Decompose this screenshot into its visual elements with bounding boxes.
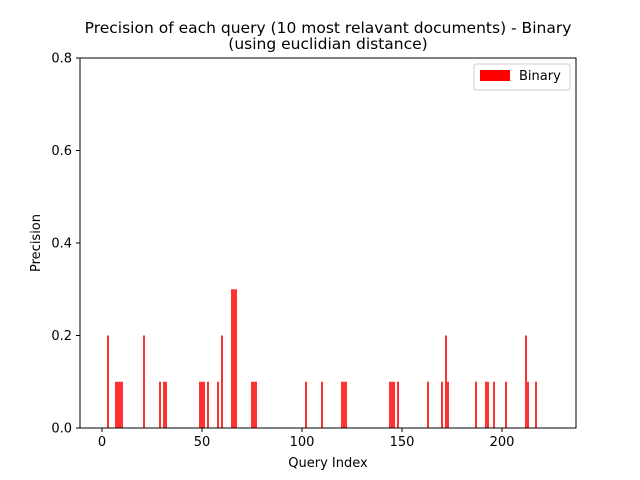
bar bbox=[427, 381, 429, 428]
bar bbox=[117, 381, 119, 428]
chart-title-line2: (using euclidian distance) bbox=[228, 35, 427, 53]
y-tick-label: 0.8 bbox=[51, 52, 72, 67]
bar bbox=[343, 381, 345, 428]
bar bbox=[341, 381, 343, 428]
bar bbox=[255, 381, 257, 428]
y-tick-label: 0.0 bbox=[51, 422, 72, 437]
bar bbox=[475, 381, 477, 428]
bar bbox=[493, 381, 495, 428]
bar bbox=[201, 381, 203, 428]
x-tick-label: 200 bbox=[490, 435, 515, 450]
bar bbox=[221, 335, 223, 428]
y-tick-label: 0.6 bbox=[51, 144, 72, 159]
bar bbox=[159, 381, 161, 428]
legend-label: Binary bbox=[519, 69, 561, 84]
bar bbox=[485, 381, 487, 428]
legend: Binary bbox=[473, 63, 571, 91]
x-tick-label: 0 bbox=[98, 435, 106, 450]
bar bbox=[441, 381, 443, 428]
chart-title-line1: Precision of each query (10 most relavan… bbox=[85, 19, 572, 37]
bar bbox=[397, 381, 399, 428]
bar bbox=[119, 381, 121, 428]
bar bbox=[525, 335, 527, 428]
bar bbox=[487, 381, 489, 428]
legend-swatch bbox=[480, 70, 510, 81]
bar bbox=[203, 381, 205, 428]
bar bbox=[121, 381, 123, 428]
bar bbox=[231, 289, 233, 428]
bar bbox=[305, 381, 307, 428]
x-tick-label: 150 bbox=[390, 435, 415, 450]
bar bbox=[163, 381, 165, 428]
bar bbox=[345, 381, 347, 428]
bar bbox=[321, 381, 323, 428]
bar bbox=[445, 335, 447, 428]
bar bbox=[115, 381, 117, 428]
x-tick-label: 100 bbox=[290, 435, 315, 450]
bar bbox=[107, 335, 109, 428]
bar bbox=[165, 381, 167, 428]
bar bbox=[527, 381, 529, 428]
bars-group bbox=[107, 289, 537, 428]
y-axis-ticks: 0.0 0.2 0.4 0.6 0.8 bbox=[51, 52, 80, 437]
x-tick-label: 50 bbox=[194, 435, 211, 450]
bar bbox=[253, 381, 255, 428]
bar bbox=[447, 381, 449, 428]
bar bbox=[505, 381, 507, 428]
x-axis-label: Query Index bbox=[288, 456, 368, 471]
axes-frame bbox=[79, 57, 577, 429]
x-axis-ticks: 0 50 100 150 200 bbox=[98, 428, 515, 450]
bar bbox=[143, 335, 145, 428]
y-tick-label: 0.2 bbox=[51, 329, 72, 344]
bar bbox=[233, 289, 235, 428]
bar bbox=[199, 381, 201, 428]
bar bbox=[391, 381, 393, 428]
bar bbox=[217, 381, 219, 428]
bar bbox=[207, 381, 209, 428]
y-axis-label: Precision bbox=[29, 214, 44, 272]
bar bbox=[389, 381, 391, 428]
bar bbox=[393, 381, 395, 428]
bar bbox=[535, 381, 537, 428]
bar bbox=[251, 381, 253, 428]
y-tick-label: 0.4 bbox=[51, 237, 72, 252]
bar bbox=[235, 289, 237, 428]
